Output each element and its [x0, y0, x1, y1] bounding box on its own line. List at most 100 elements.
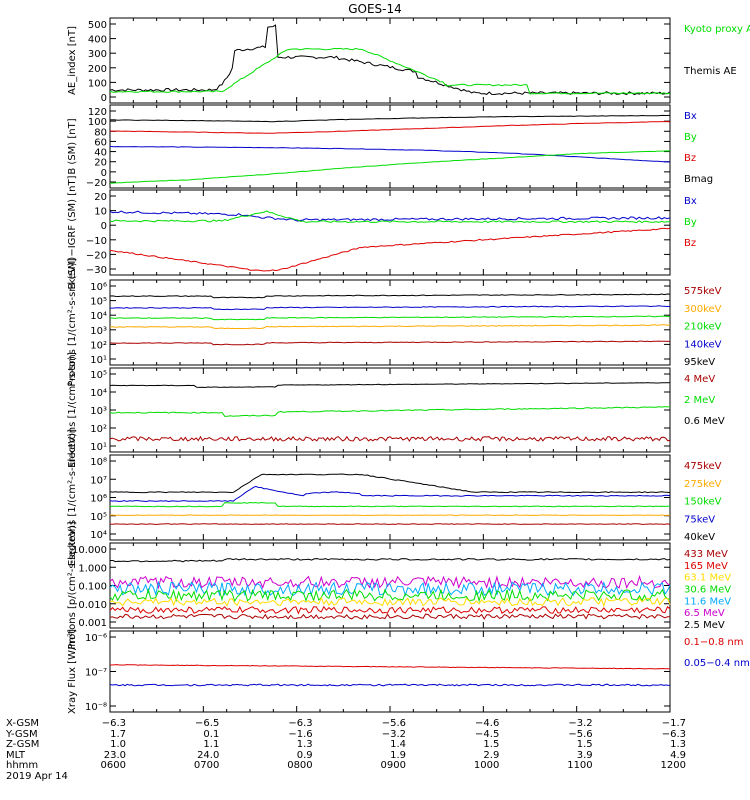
y-tick-label: −30	[86, 265, 107, 276]
footer-value: −6.3	[288, 718, 313, 729]
y-tick-label: 10²	[90, 340, 107, 351]
legend-entry: 0.05−0.4 nm	[684, 658, 750, 669]
legend-entry: 433 MeV	[684, 549, 728, 560]
footer-value: 1200	[660, 760, 686, 771]
y-tick-label: 10⁴	[90, 388, 107, 399]
xray-long-line	[109, 664, 670, 670]
footer-value: 24.0	[197, 749, 220, 761]
y-tick-label: 10²	[90, 424, 107, 435]
dby-line	[109, 210, 671, 224]
y-axis-label: Xray Flux [W/m²]	[67, 629, 78, 714]
footer-value: 0600	[100, 760, 126, 771]
footer-value: 1.5	[483, 739, 500, 750]
proton-flux-line	[110, 305, 671, 311]
footer-value: 1.9	[390, 749, 406, 761]
footer-value: 2.9	[483, 749, 500, 761]
legend-entry: 300keV	[684, 304, 722, 315]
legend-entry: 165 MeV	[684, 561, 728, 572]
footer-value: 0700	[193, 760, 220, 771]
legend-entry: 2.5 MeV	[684, 620, 725, 631]
footer-value: −3.2	[568, 718, 593, 729]
footer-value: −4.6	[475, 718, 500, 729]
electron-06mev-line	[109, 382, 671, 389]
legend-entry: 475keV	[684, 461, 722, 472]
y-axis-label: Protons [1/(cm²-s-sr-keV)]	[67, 258, 78, 386]
y-tick-label: 60	[94, 137, 107, 148]
proton-mev-line	[109, 574, 671, 590]
legend-entry: 6.5 MeV	[684, 608, 725, 619]
y-axis-label: B (SM) [nT]	[67, 118, 78, 174]
footer-value: 1.7	[110, 728, 126, 740]
legend-entry: 40keV	[684, 532, 715, 543]
y-tick-label: 10.000	[72, 545, 107, 556]
footer-label: X-GSM	[6, 718, 40, 729]
footer-value: 1100	[567, 760, 593, 771]
y-tick-label: 10⁻⁷	[85, 668, 107, 679]
y-tick-label: 10⁶	[90, 494, 107, 505]
legend-entry: Bz	[684, 153, 696, 164]
legend-entry: 2 MeV	[684, 395, 715, 406]
footer-value: 1.3	[670, 739, 686, 750]
panel-frame	[109, 17, 671, 104]
y-tick-label: 0	[101, 93, 107, 104]
legend-entry: 575keV	[684, 286, 722, 297]
panel-frame	[109, 454, 671, 541]
y-tick-label: 20	[94, 192, 107, 203]
y-tick-label: 80	[94, 127, 107, 138]
legend-entry: 0.1−0.8 nm	[684, 637, 743, 648]
y-tick-label: 10³	[90, 406, 107, 417]
proton-25mev-line	[110, 557, 671, 563]
legend-entry: Kyoto proxy AE	[684, 24, 750, 35]
electron-475kev-line	[109, 523, 671, 525]
electron-4mev-line	[109, 435, 671, 442]
legend-entry: By	[684, 217, 697, 228]
proton-flux-line	[109, 340, 671, 346]
y-tick-label: 10⁵	[90, 512, 107, 523]
y-tick-label: 10	[94, 207, 107, 218]
kyoto-ae-line	[109, 47, 671, 95]
y-tick-label: 400	[88, 35, 107, 46]
y-tick-label: 20	[94, 158, 107, 169]
footer-value: 0.1	[203, 728, 220, 740]
proton-flux-line	[109, 293, 671, 299]
proton-flux-line	[109, 324, 671, 330]
legend-entry: 4 MeV	[684, 374, 715, 385]
footer-label: Y-GSM	[6, 728, 38, 740]
footer-value: −6.3	[101, 718, 126, 729]
footer-value: 1.1	[203, 739, 220, 750]
legend-entry: By	[684, 132, 697, 143]
proton-mev-line	[109, 580, 671, 597]
y-tick-label: 10⁵	[90, 297, 107, 308]
footer-value: 3.9	[576, 749, 593, 761]
footer-value: 0800	[287, 760, 313, 771]
b-sm-bmag-line	[109, 114, 671, 123]
legend-entry: Bx	[684, 111, 697, 122]
y-tick-label: 10⁻⁶	[85, 633, 107, 644]
footer-value: 0900	[380, 760, 406, 771]
legend-entry: 275keV	[684, 479, 722, 490]
y-tick-label: 0.100	[78, 582, 107, 593]
b-sm-by-line	[109, 150, 671, 184]
y-tick-label: −20	[86, 250, 107, 261]
electron-75kev-line	[109, 485, 671, 503]
y-tick-label: 40	[94, 148, 107, 159]
y-tick-label: 1.000	[78, 563, 107, 574]
footer-value: 1.5	[576, 739, 593, 750]
chart-title: GOES-14	[348, 2, 402, 16]
footer-value: −6.3	[661, 728, 686, 740]
legend-entry: 30.6 MeV	[684, 585, 731, 596]
legend-entry: Bz	[684, 238, 696, 249]
y-tick-label: 120	[88, 107, 107, 118]
legend-entry: 150keV	[684, 497, 722, 508]
y-tick-label: 500	[88, 20, 107, 31]
footer-value: 1000	[473, 760, 500, 771]
proton-mev-line	[109, 605, 671, 615]
proton-flux-line	[109, 315, 671, 321]
y-tick-label: 10⁵	[90, 370, 107, 381]
footer-value: 1.0	[110, 739, 126, 750]
legend-entry: Bmag	[684, 174, 713, 185]
footer-value: −6.5	[195, 718, 220, 729]
proton-mev-line	[109, 613, 671, 620]
y-tick-label: 10⁶	[90, 282, 107, 293]
y-tick-label: 10¹	[90, 355, 107, 366]
